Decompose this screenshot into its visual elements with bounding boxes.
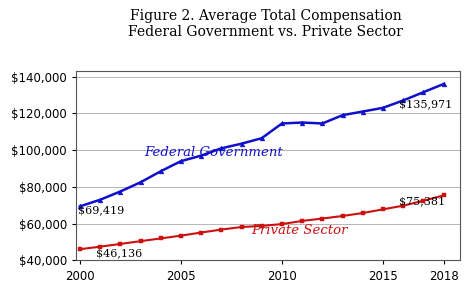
Text: $135,971: $135,971: [399, 99, 452, 109]
Text: Figure 2. Average Total Compensation
Federal Government vs. Private Sector: Figure 2. Average Total Compensation Fed…: [128, 9, 403, 39]
Text: $75,381: $75,381: [399, 196, 445, 206]
Text: Private Sector: Private Sector: [252, 224, 348, 237]
Text: $46,136: $46,136: [96, 248, 142, 258]
Text: Federal Government: Federal Government: [145, 146, 283, 159]
Text: $69,419: $69,419: [78, 206, 124, 215]
